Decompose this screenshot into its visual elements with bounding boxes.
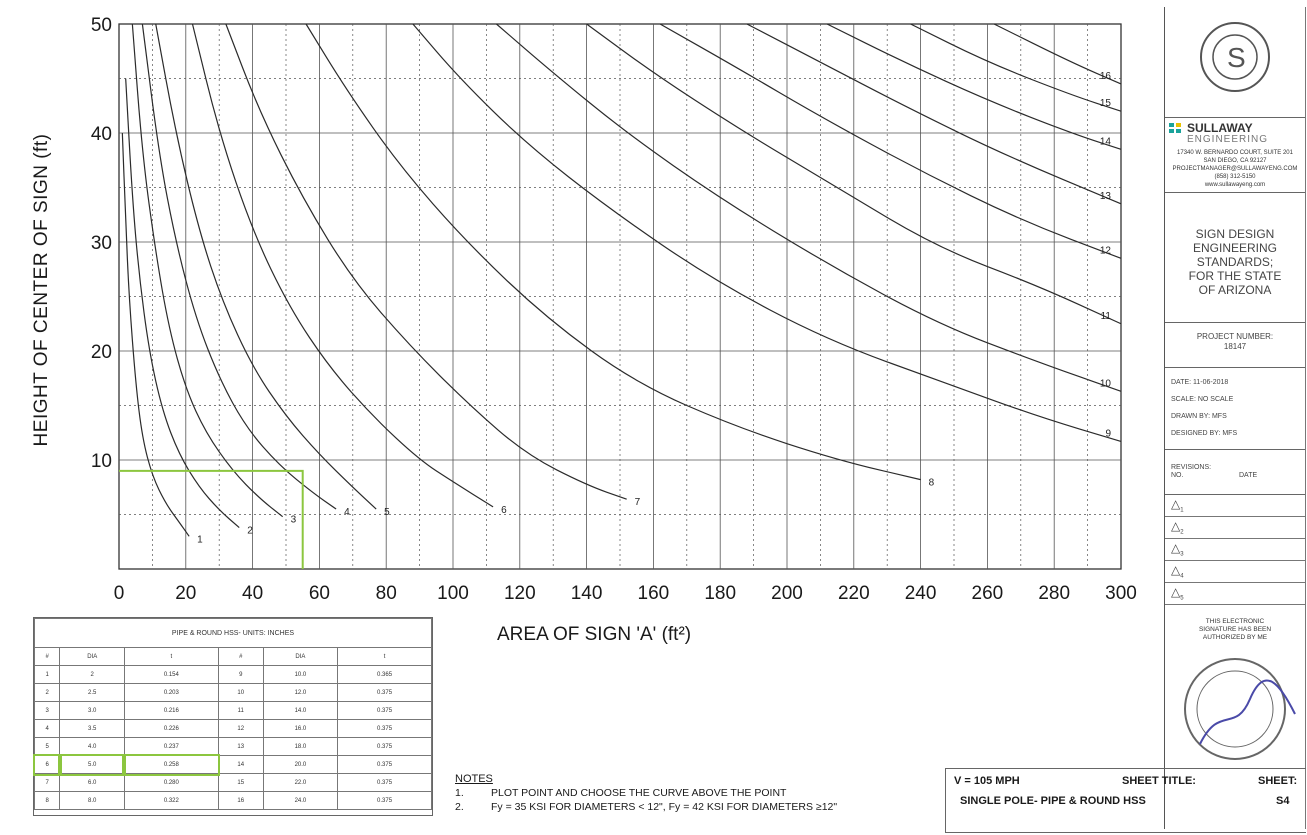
revision-row: △4 xyxy=(1165,560,1305,583)
y-tick-label: 10 xyxy=(91,451,112,472)
curve-label: 9 xyxy=(1105,428,1111,439)
x-tick-label: 20 xyxy=(175,583,196,604)
curve-7 xyxy=(225,23,627,500)
y-tick-label: 40 xyxy=(91,124,112,145)
curve-label: 4 xyxy=(344,507,350,518)
pipe-size-table: PIPE & ROUND HSS- UNITS: INCHES # DIA t # D… xyxy=(32,617,433,816)
notes-heading: NOTES xyxy=(455,773,493,785)
sheet-number: S4 xyxy=(1276,795,1290,807)
x-tick-label: 40 xyxy=(242,583,263,604)
table-header-row: # DIA t # DIA t xyxy=(33,647,432,666)
x-tick-label: 280 xyxy=(1038,583,1070,604)
curve-4 xyxy=(141,23,337,510)
revisions-header: REVISIONS: NO. DATE xyxy=(1165,449,1305,495)
x-tick-label: 240 xyxy=(905,583,937,604)
revision-row: △3 xyxy=(1165,538,1305,561)
x-tick-label: 260 xyxy=(972,583,1004,604)
table-row: 7 6.0 0.280 15 22.0 0.375 xyxy=(33,773,432,792)
curve-label: 7 xyxy=(635,497,641,508)
company-address: 17340 W. BERNARDO COURT, SUITE 201 SAN D… xyxy=(1172,150,1298,188)
x-tick-label: 120 xyxy=(504,583,536,604)
title-block: S SULLAWAY ENGINEERING 17340 W. BERNARDO… xyxy=(1164,7,1306,829)
curve-8 xyxy=(305,23,921,481)
curve-label: 8 xyxy=(929,478,935,489)
project-number-section: PROJECT NUMBER: 18147 xyxy=(1165,322,1305,368)
company-sub: ENGINEERING xyxy=(1187,134,1269,145)
x-tick-label: 180 xyxy=(704,583,736,604)
association-seal-section: S xyxy=(1165,7,1305,118)
curve-label: 14 xyxy=(1100,136,1112,147)
curve-16 xyxy=(993,23,1122,85)
x-tick-label: 60 xyxy=(309,583,330,604)
curve-5 xyxy=(155,23,377,510)
wind-speed: V = 105 MPH xyxy=(954,775,1020,787)
note-1: 1. PLOT POINT AND CHOOSE THE CURVE ABOVE … xyxy=(455,787,787,799)
curve-label: 11 xyxy=(1101,311,1112,322)
x-tick-label: 300 xyxy=(1105,583,1137,604)
engineer-seal-icon xyxy=(1184,658,1296,760)
revision-row: △2 xyxy=(1165,516,1305,539)
y-tick-label: 20 xyxy=(91,342,112,363)
sheet-footer: V = 105 MPH SHEET TITLE: SINGLE POLE- PI… xyxy=(945,768,1306,833)
table-row: 8 8.0 0.322 16 24.0 0.375 xyxy=(33,791,432,810)
company-section: SULLAWAY ENGINEERING 17340 W. BERNARDO C… xyxy=(1165,117,1305,193)
curve-label: 6 xyxy=(501,505,507,516)
company-logo-icon xyxy=(1169,123,1183,133)
table-row: 2 2.5 0.203 10 12.0 0.375 xyxy=(33,683,432,702)
curve-15 xyxy=(910,23,1122,112)
table-title: PIPE & ROUND HSS- UNITS: INCHES xyxy=(34,618,432,648)
curve-label: 10 xyxy=(1100,378,1112,389)
design-point-indicator xyxy=(119,469,304,569)
sheet-title: SINGLE POLE- PIPE & ROUND HSS xyxy=(960,795,1146,807)
curve-6 xyxy=(191,23,494,508)
revision-row: △1 xyxy=(1165,494,1305,517)
curve-label: 1 xyxy=(197,534,203,545)
notes: NOTES 1. PLOT POINT AND CHOOSE THE CURVE … xyxy=(455,772,837,814)
curve-3 xyxy=(131,23,284,518)
curve-label: 5 xyxy=(384,507,390,518)
company-name: SULLAWAY xyxy=(1187,121,1253,135)
x-tick-label: 100 xyxy=(437,583,469,604)
curve-14 xyxy=(826,23,1122,150)
drawing-info-section: DATE: 11-06-2018 SCALE: NO SCALE DRAWN B… xyxy=(1165,367,1305,450)
curve-2 xyxy=(125,78,240,529)
curve-label: 13 xyxy=(1100,191,1112,202)
engineer-stamp-section: THIS ELECTRONIC SIGNATURE HAS BEEN AUTHO… xyxy=(1165,606,1305,766)
curve-13 xyxy=(746,23,1122,205)
x-tick-label: 200 xyxy=(771,583,803,604)
svg-text:S: S xyxy=(1227,42,1246,73)
x-tick-label: 220 xyxy=(838,583,870,604)
revision-row: △5 xyxy=(1165,582,1305,605)
x-tick-label: 140 xyxy=(571,583,603,604)
y-tick-label: 30 xyxy=(91,233,112,254)
curve-label: 16 xyxy=(1100,71,1112,82)
curve-9 xyxy=(412,23,1122,443)
sheet-description: SIGN DESIGN ENGINEERING STANDARDS; FOR T… xyxy=(1165,192,1305,323)
x-tick-label: 160 xyxy=(638,583,670,604)
sheet-label: SHEET: xyxy=(1258,775,1298,787)
sheet-title-label: SHEET TITLE: xyxy=(1122,775,1196,787)
curve-label: 15 xyxy=(1100,98,1112,109)
x-tick-label: 0 xyxy=(114,583,125,604)
curve-label: 12 xyxy=(1100,245,1112,256)
curve-11 xyxy=(586,23,1122,325)
curve-10 xyxy=(496,23,1122,392)
table-row: 4 3.5 0.226 12 16.0 0.375 xyxy=(33,719,432,738)
curve-12 xyxy=(659,23,1122,259)
table-row-highlighted: 6 5.0 0.258 14 20.0 0.375 xyxy=(32,753,432,776)
table-row: 3 3.0 0.216 11 14.0 0.375 xyxy=(33,701,432,720)
table-row: 1 2 0.154 9 10.0 0.365 xyxy=(33,665,432,684)
y-tick-label: 50 xyxy=(91,15,112,36)
table-row: 5 4.0 0.237 13 18.0 0.375 xyxy=(33,737,432,756)
association-seal-icon: S xyxy=(1200,22,1270,92)
curve-label: 2 xyxy=(247,526,253,537)
curve-1 xyxy=(121,132,190,537)
note-2: 2. Fy = 35 KSI FOR DIAMETERS < 12", Fy = … xyxy=(455,801,838,813)
curve-label: 3 xyxy=(291,515,297,526)
x-axis-label: AREA OF SIGN 'A' (ft²) xyxy=(497,624,692,645)
x-tick-label: 80 xyxy=(376,583,397,604)
